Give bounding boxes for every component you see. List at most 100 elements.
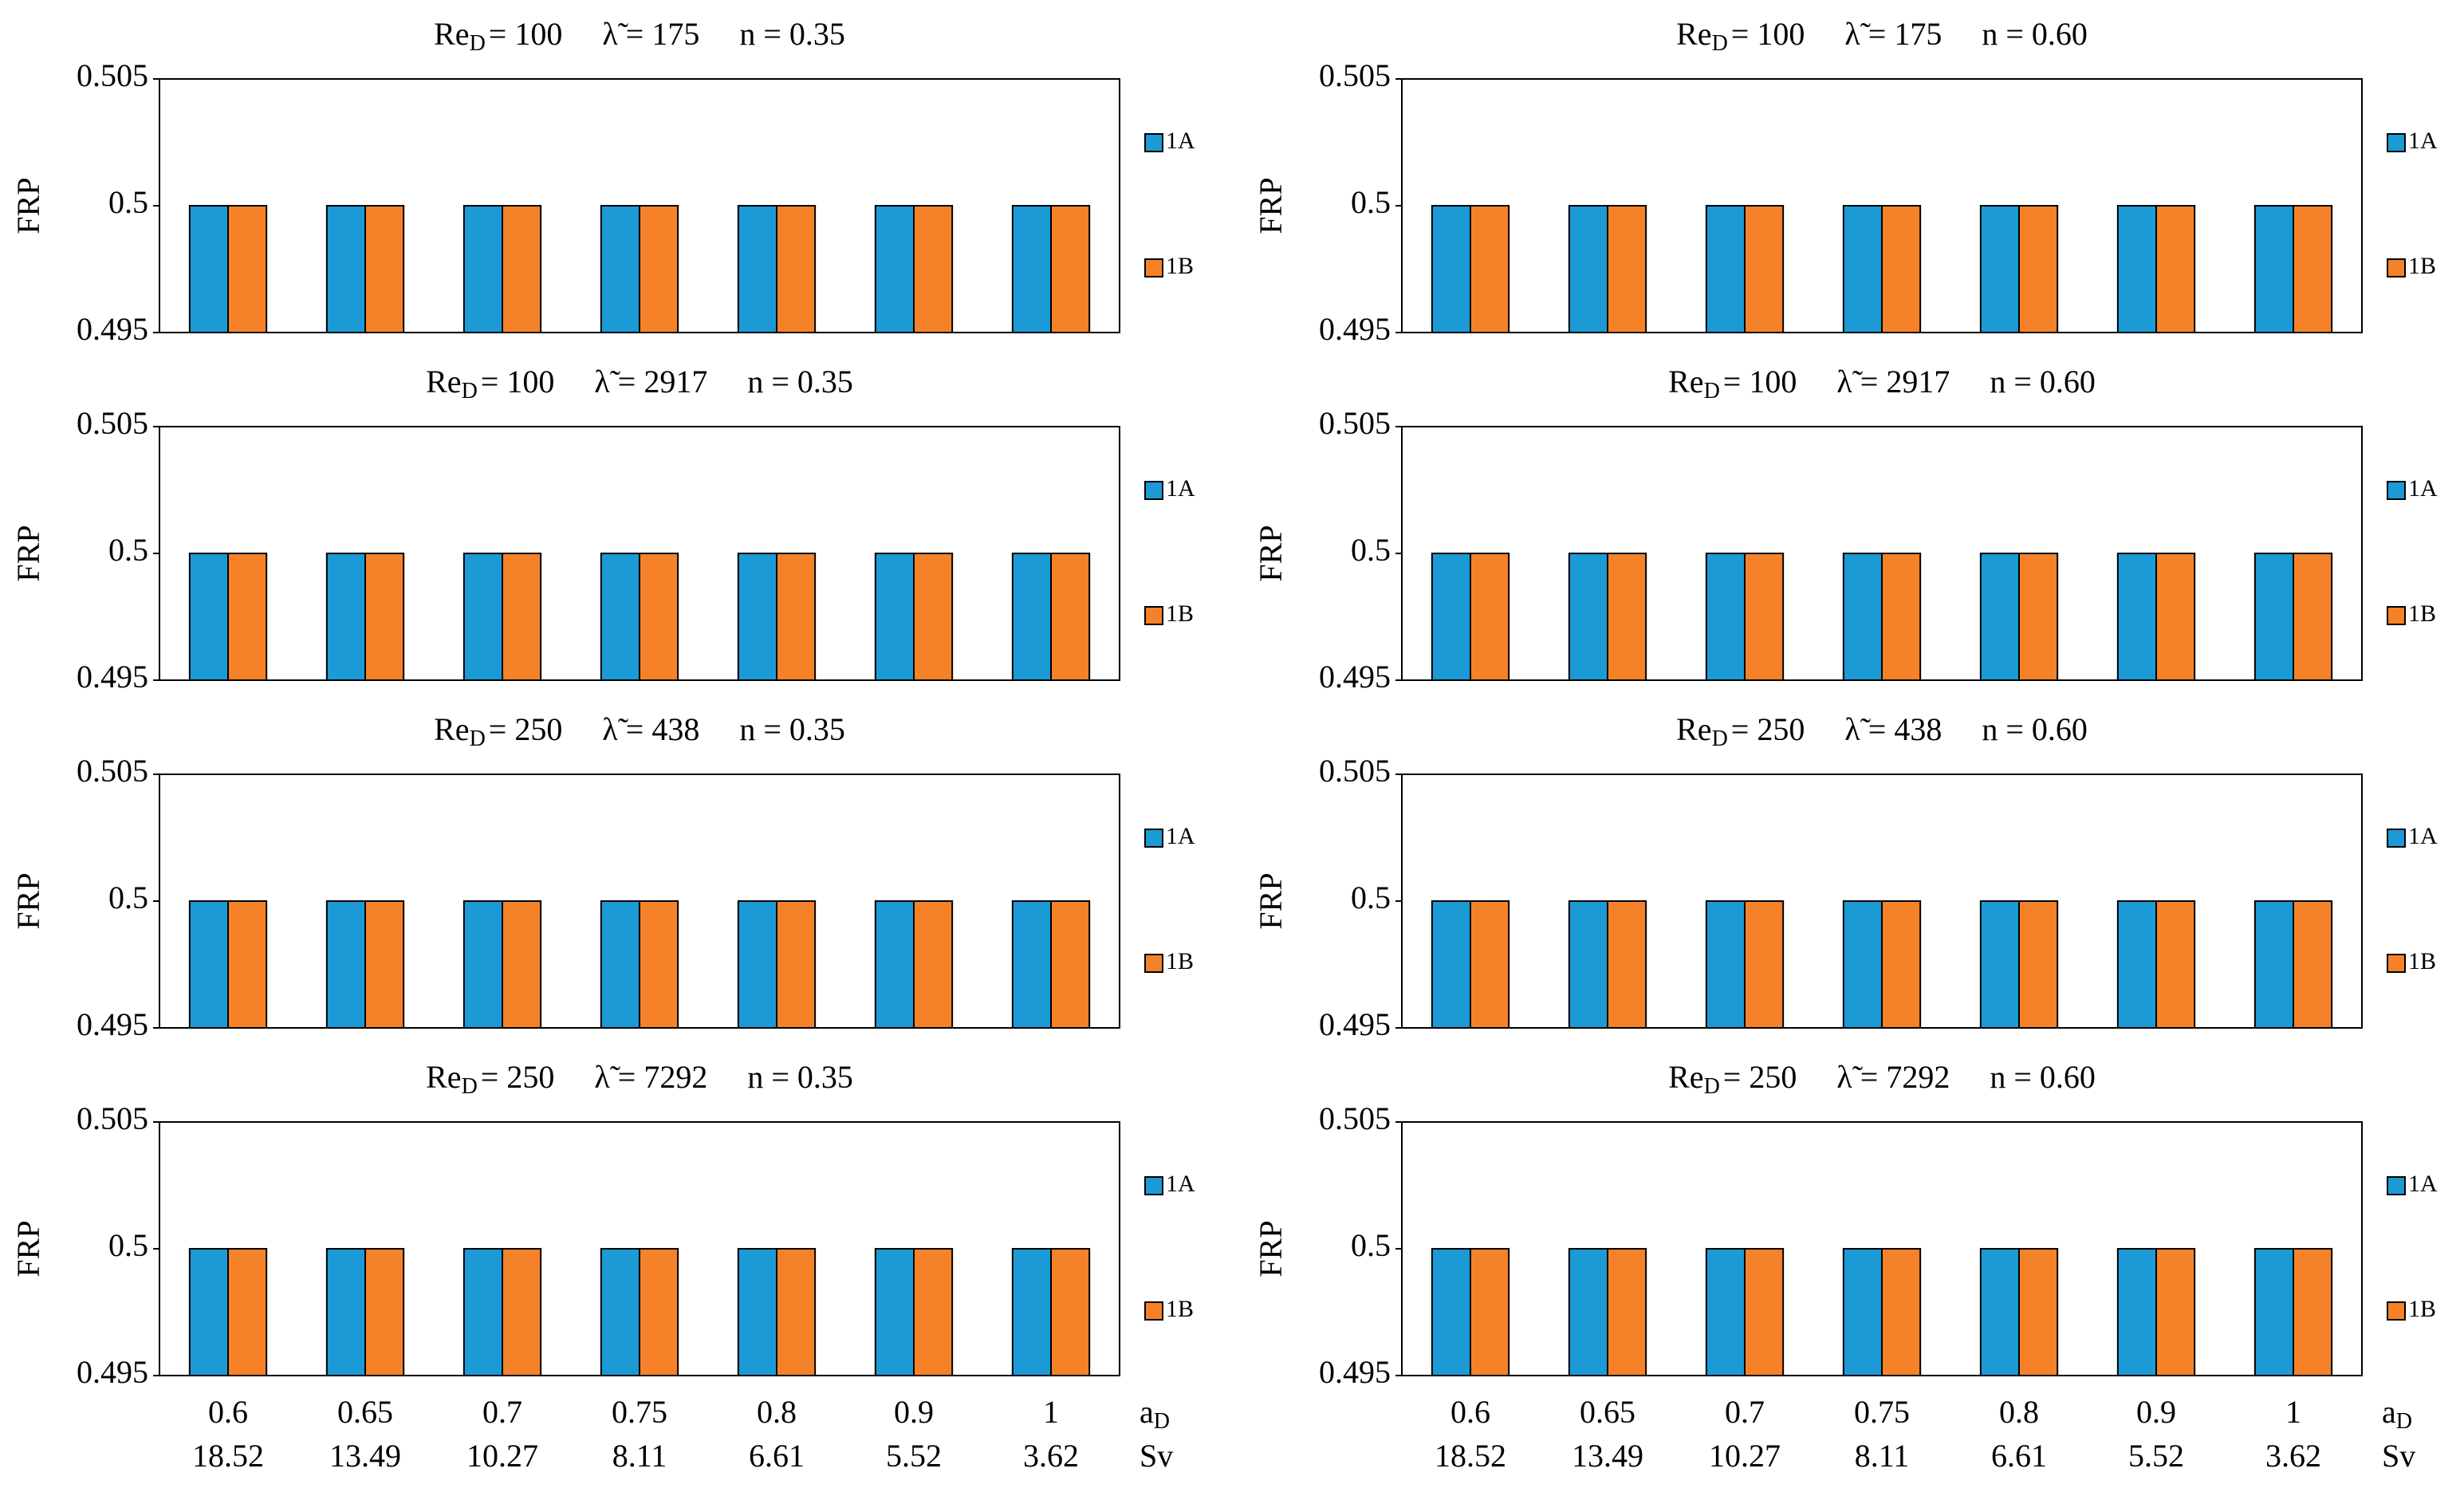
- title-n: n = 0.60: [1990, 364, 2096, 400]
- title-re-sub: D: [1704, 379, 1720, 403]
- x-tick-label: 0.7: [482, 1394, 522, 1430]
- bar: [913, 553, 954, 681]
- x-tick-label: 0.65: [1580, 1394, 1635, 1430]
- bar: [2253, 553, 2295, 681]
- x-tick-label-2: 5.52: [886, 1438, 942, 1474]
- plot-frame: [1401, 774, 2363, 1029]
- bar: [737, 205, 778, 333]
- y-tick-label: 0.5: [108, 184, 148, 220]
- plot-frame: [1401, 426, 2363, 681]
- y-axis-label: FRP: [10, 1220, 46, 1277]
- bar: [2293, 1248, 2333, 1376]
- x-tick-label: 0.75: [612, 1394, 667, 1430]
- legend-label: 1B: [1166, 600, 1194, 627]
- bar: [462, 205, 504, 333]
- plot-frame: [159, 78, 1120, 333]
- bar: [1607, 1248, 1647, 1376]
- bar: [1744, 900, 1785, 1029]
- bar: [325, 900, 366, 1029]
- bar: [1431, 900, 1471, 1029]
- bar: [1881, 1248, 1922, 1376]
- legend-label: 1B: [2408, 948, 2436, 974]
- legend-swatch: [1144, 606, 1163, 625]
- bar: [227, 900, 268, 1029]
- bar: [462, 1248, 504, 1376]
- bar: [600, 553, 641, 681]
- bar: [874, 1248, 915, 1376]
- title-re-value: = 250: [1723, 1059, 1797, 1095]
- y-axis-label: FRP: [1253, 177, 1289, 234]
- plot-frame: [159, 426, 1120, 681]
- bar: [227, 205, 268, 333]
- x-tick-label: 0.9: [2136, 1394, 2176, 1430]
- bar: [2116, 205, 2158, 333]
- title-n: n = 0.60: [1990, 1059, 2096, 1095]
- bar: [1470, 553, 1510, 681]
- title-re-sub: D: [462, 1074, 478, 1099]
- title-lambda: λ̃ = 438: [602, 711, 699, 747]
- x-tick-label: 0.8: [1999, 1394, 2039, 1430]
- bar: [737, 900, 778, 1029]
- bar: [462, 900, 504, 1029]
- x-tick-label-2: 8.11: [612, 1438, 667, 1474]
- y-tick-label: 0.5: [1351, 532, 1391, 568]
- bar: [2155, 900, 2196, 1029]
- plot-frame: [159, 1121, 1120, 1376]
- bar: [2116, 553, 2158, 681]
- legend-swatch: [1144, 258, 1163, 278]
- y-tick-label: 0.505: [77, 405, 148, 441]
- x-axis-label: aD: [2382, 1394, 2412, 1434]
- legend-swatch: [1144, 1301, 1163, 1321]
- y-axis-label: FRP: [1253, 872, 1289, 929]
- title-re-sub: D: [1712, 31, 1728, 56]
- legend-label: 1A: [1166, 128, 1195, 154]
- title-n: n = 0.35: [747, 1059, 853, 1095]
- bar: [776, 205, 817, 333]
- x-tick-label: 0.6: [208, 1394, 248, 1430]
- y-axis-label: FRP: [10, 177, 46, 234]
- chart-title: ReD = 100 λ̃ = 175 n = 0.35: [434, 16, 845, 56]
- bar: [639, 205, 679, 333]
- y-tick-label: 0.505: [1319, 405, 1391, 441]
- bar: [2018, 553, 2059, 681]
- chart-title: ReD = 100 λ̃ = 2917 n = 0.60: [1668, 364, 2096, 403]
- bar: [1607, 205, 1647, 333]
- legend-swatch: [2387, 258, 2406, 278]
- bar: [2155, 553, 2196, 681]
- x-tick-label-2: 6.61: [1991, 1438, 2047, 1474]
- bar: [1050, 1248, 1091, 1376]
- title-re: Re: [1676, 16, 1711, 52]
- bar: [1568, 900, 1608, 1029]
- title-re-sub: D: [470, 31, 486, 56]
- legend-swatch: [2387, 1301, 2406, 1321]
- x-tick-label: 0.7: [1725, 1394, 1765, 1430]
- bar: [188, 205, 229, 333]
- chart-title: ReD = 100 λ̃ = 2917 n = 0.35: [426, 364, 853, 403]
- legend-swatch: [2387, 133, 2406, 152]
- bar: [1842, 900, 1883, 1029]
- bar: [2018, 900, 2059, 1029]
- bar: [1607, 553, 1647, 681]
- bar: [874, 553, 915, 681]
- bar: [1705, 205, 1746, 333]
- bar: [1431, 553, 1471, 681]
- x-tick-label-2: 13.49: [1572, 1438, 1643, 1474]
- bar: [2018, 205, 2059, 333]
- bar: [1979, 1248, 2021, 1376]
- title-lambda: λ̃ = 438: [1844, 711, 1942, 747]
- legend-label: 1A: [1166, 475, 1195, 502]
- title-re-value: = 250: [489, 711, 563, 747]
- x-axis-label-main: a: [2382, 1394, 2396, 1430]
- bar: [1881, 900, 1922, 1029]
- bar: [325, 553, 366, 681]
- legend-label: 1B: [2408, 600, 2436, 627]
- title-re-sub: D: [1712, 726, 1728, 751]
- bar: [1979, 205, 2021, 333]
- x-axis-label-2: Sv: [2382, 1438, 2415, 1474]
- y-tick-label: 0.5: [108, 1227, 148, 1263]
- plot-frame: [1401, 78, 2363, 333]
- title-re-value: = 250: [481, 1059, 555, 1095]
- x-axis-label-sub: D: [1154, 1409, 1170, 1434]
- x-tick-label-2: 10.27: [1709, 1438, 1781, 1474]
